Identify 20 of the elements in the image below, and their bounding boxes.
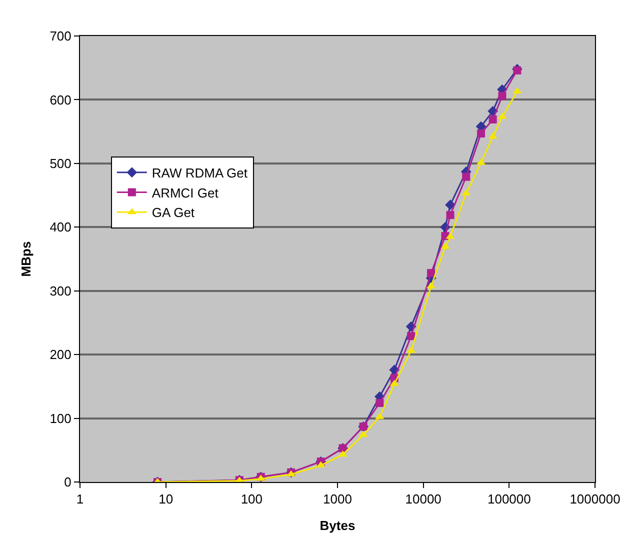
y-tick-label: 100 <box>50 410 72 426</box>
y-tick-label: 500 <box>50 156 72 171</box>
y-axis-title: MBps <box>18 241 34 277</box>
y-tick-label: 700 <box>50 28 72 44</box>
x-tick-label: 1 <box>76 492 84 507</box>
y-tick-label: 600 <box>50 92 72 108</box>
x-tick-label: 100000 <box>487 492 531 507</box>
y-tick-label: 0 <box>64 474 72 490</box>
x-tick-label: 1000000 <box>570 492 620 507</box>
x-tick-label: 1000 <box>323 492 352 507</box>
y-tick-label: 300 <box>50 283 72 298</box>
y-tick-label: 400 <box>50 220 72 235</box>
legend-label: ARMCI Get <box>152 185 219 200</box>
legend-label: RAW RDMA Get <box>152 165 248 180</box>
legend-label: GA Get <box>152 205 195 220</box>
x-tick-label: 10000 <box>405 492 442 507</box>
x-axis-title: Bytes <box>320 518 356 534</box>
x-tick-label: 100 <box>240 492 263 507</box>
x-tick-label: 10 <box>158 492 174 507</box>
y-tick-label: 200 <box>50 347 72 362</box>
